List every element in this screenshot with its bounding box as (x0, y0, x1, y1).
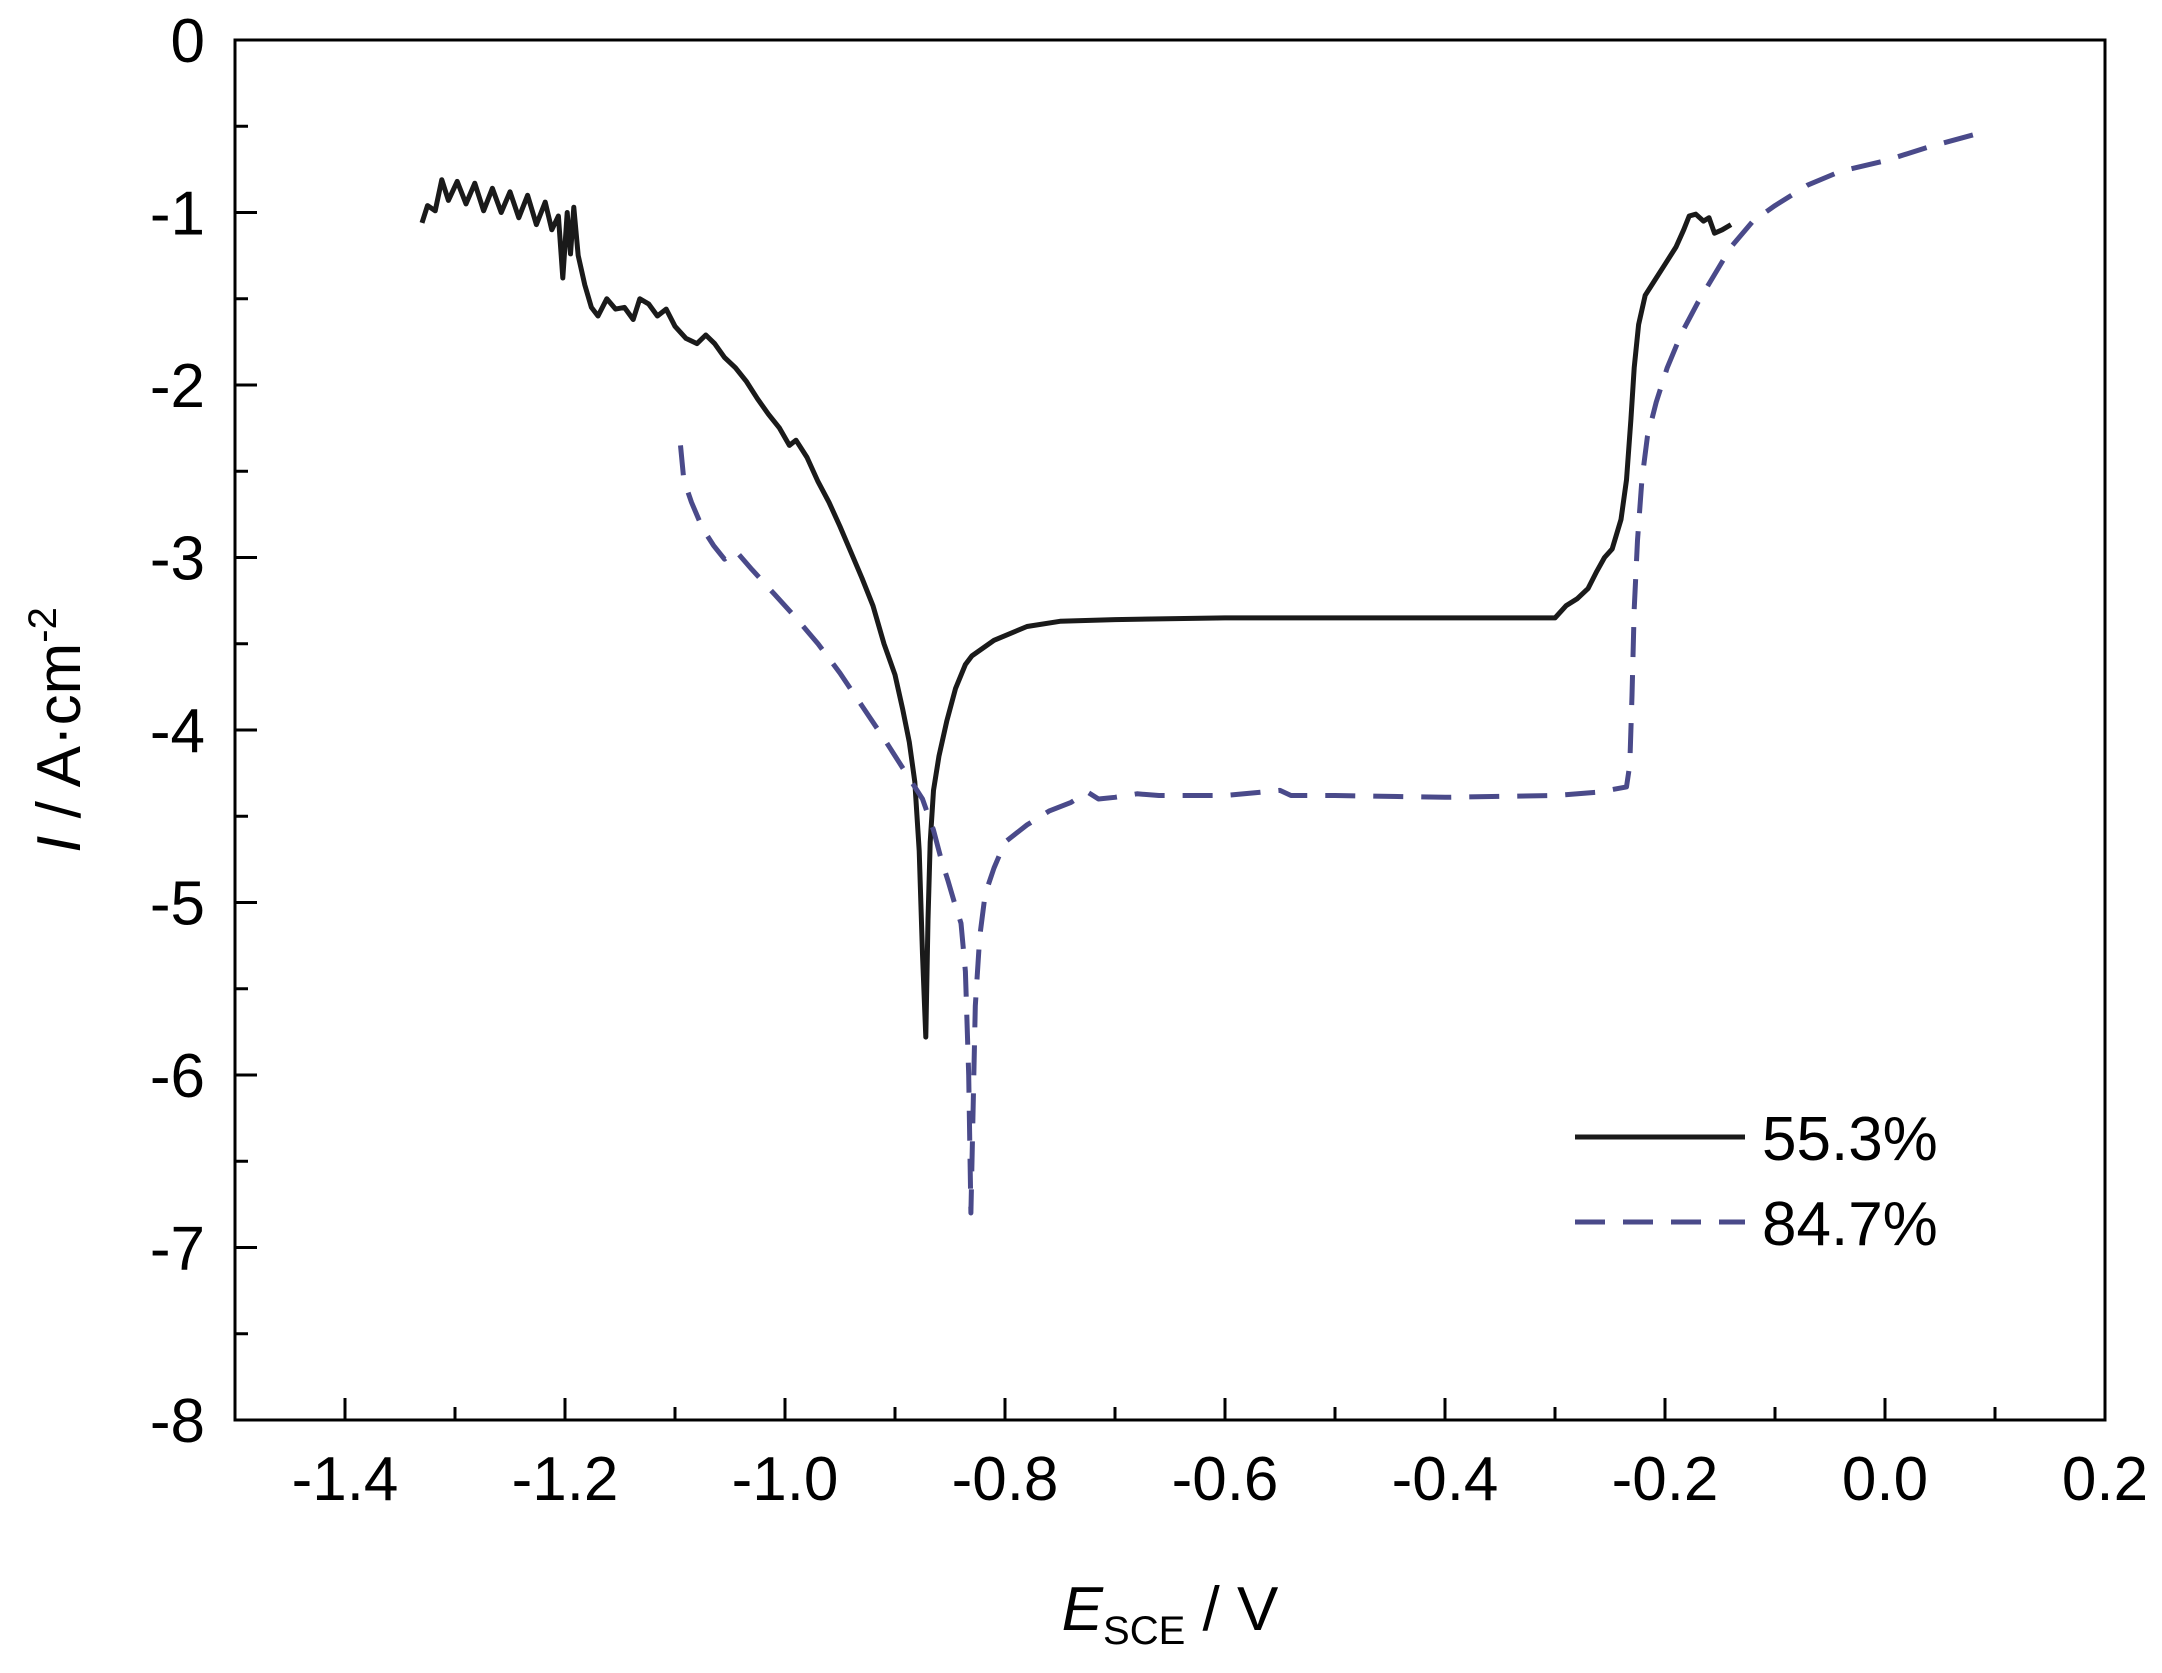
y-tick-label: -7 (150, 1215, 205, 1284)
y-tick-label: -1 (150, 180, 205, 249)
series-line-84-7 (678, 132, 1974, 1216)
x-tick-label: -0.4 (1392, 1445, 1499, 1514)
x-axis-title-rest: / V (1185, 1575, 1279, 1644)
x-tick-label: -1.2 (512, 1445, 619, 1514)
x-tick-label: 0.2 (2062, 1445, 2148, 1514)
y-axis: 0 -1 -2 -3 -4 -5 -6 -7 -8 (150, 7, 257, 1456)
y-axis-title-rest: / A·cm (25, 643, 94, 836)
y-tick-label: -8 (150, 1387, 205, 1456)
y-tick-label: -2 (150, 352, 205, 421)
series-line-55-3 (419, 177, 1733, 1040)
x-axis: -1.4 -1.2 -1.0 -0.8 -0.6 -0.4 -0.2 0.0 0.2 (292, 1398, 2148, 1514)
legend-label-55-3: 55.3% (1762, 1105, 1938, 1174)
x-axis-title-sub: SCE (1103, 1609, 1185, 1653)
x-tick-label: -0.8 (952, 1445, 1059, 1514)
x-tick-label: -0.6 (1172, 1445, 1279, 1514)
legend: 55.3% 84.7% (1575, 1105, 1938, 1259)
y-tick-label: 0 (171, 7, 205, 76)
x-tick-label: -1.0 (732, 1445, 839, 1514)
x-axis-title: ESCE / V (1062, 1575, 1279, 1653)
y-tick-label: -4 (150, 697, 205, 766)
y-tick-label: -6 (150, 1042, 205, 1111)
x-axis-title-main: E (1062, 1575, 1104, 1644)
x-tick-label: -0.2 (1612, 1445, 1719, 1514)
y-axis-title-main: I (25, 836, 94, 853)
y-axis-title: I / A·cm-2 (21, 607, 94, 853)
x-tick-label: -1.4 (292, 1445, 399, 1514)
y-tick-label: -5 (150, 870, 205, 939)
y-axis-title-sup: -2 (21, 607, 65, 643)
legend-label-84-7: 84.7% (1762, 1190, 1938, 1259)
y-tick-label: -3 (150, 525, 205, 594)
series-layer (419, 132, 1974, 1216)
x-tick-label: 0.0 (1842, 1445, 1928, 1514)
